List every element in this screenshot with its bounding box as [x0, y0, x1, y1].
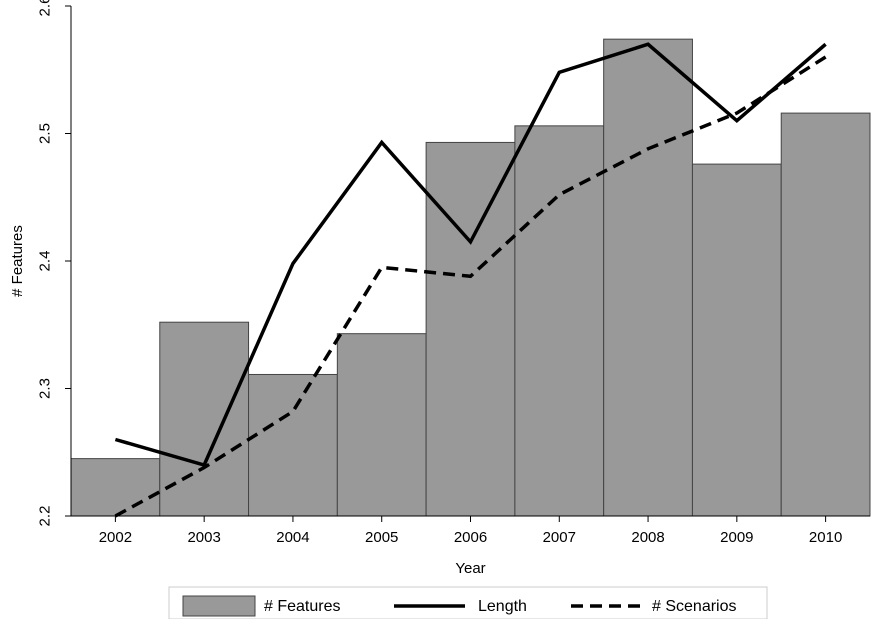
x-tick-label: 2005 — [365, 529, 398, 546]
legend-label-length: Length — [478, 598, 527, 615]
legend: # Features Length # Scenarios — [168, 586, 768, 619]
legend-label-features: # Features — [264, 598, 340, 615]
y-axis-title: # Features — [9, 225, 26, 297]
x-axis-title: Year — [455, 560, 485, 577]
bar-2010 — [780, 112, 871, 517]
bar-2003 — [159, 321, 250, 517]
x-tick-label: 2003 — [187, 529, 220, 546]
x-tick-label: 2006 — [454, 529, 487, 546]
y-tick-label: 2.4 — [37, 251, 54, 272]
x-tick-label: 2004 — [276, 529, 309, 546]
bar-2002 — [70, 458, 161, 517]
legend-swatch-features — [182, 595, 256, 617]
bar-2004 — [248, 373, 338, 517]
x-tick-label: 2008 — [631, 529, 664, 546]
legend-label-scenarios: # Scenarios — [652, 598, 737, 615]
x-tick-label: 2010 — [809, 529, 842, 546]
bar-2006 — [425, 141, 516, 517]
y-tick-label: 2.2 — [37, 506, 54, 527]
line-series-scenarios — [114, 55, 827, 518]
x-tick-label: 2007 — [543, 529, 576, 546]
bar-2005 — [336, 333, 427, 517]
y-tick-label: 2.3 — [37, 378, 54, 399]
legend-box — [168, 586, 768, 619]
x-tick-label: 2002 — [99, 529, 132, 546]
bar-2007 — [514, 125, 605, 517]
y-tick-label: 2.6 — [37, 0, 54, 16]
x-tick-label: 2009 — [720, 529, 753, 546]
y-tick-label: 2.5 — [37, 123, 54, 144]
axes-layer: 2.2 2.3 2.4 2.5 2.6 2002 2003 2004 2005 2006 2007 2… — [37, 0, 870, 546]
line-series-length — [114, 42, 827, 468]
bar-2008 — [603, 38, 693, 517]
lines-layer — [114, 42, 827, 518]
bar-2009 — [691, 163, 782, 517]
